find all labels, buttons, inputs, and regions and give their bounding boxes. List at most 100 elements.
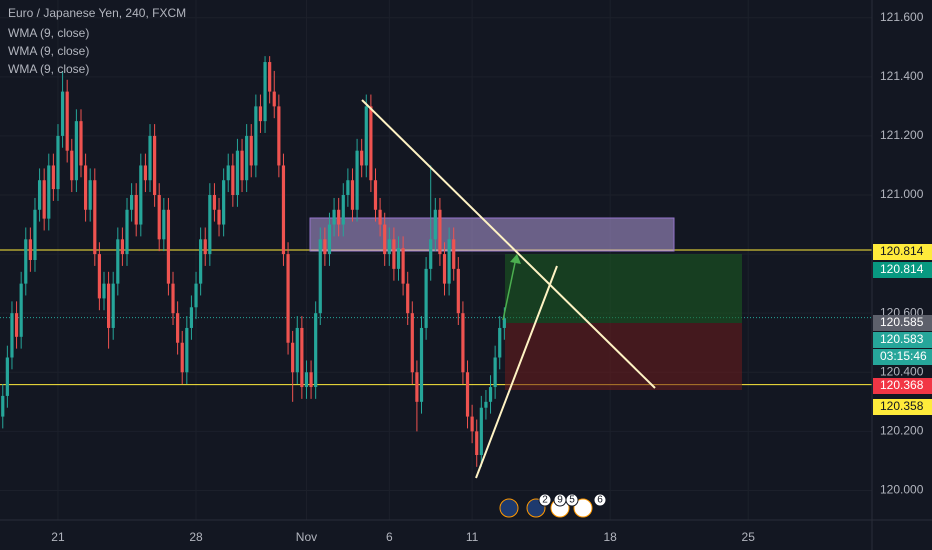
candle-body (222, 180, 226, 225)
candle-body (139, 165, 143, 225)
candle-body (5, 357, 9, 396)
candle-body (120, 239, 125, 255)
price-tag-label: 120.814 (880, 244, 924, 258)
event-count: 5 (569, 495, 575, 506)
zone-box (309, 217, 675, 252)
price-tag-label: 120.368 (880, 378, 924, 392)
y-tick-label: 120.400 (880, 364, 924, 378)
x-tick-label: 28 (189, 530, 203, 544)
candle-body (254, 106, 258, 166)
candle-body (461, 313, 465, 373)
candle-body (56, 135, 60, 190)
candle-body (378, 209, 382, 225)
price-tag-label: 120.585 (880, 315, 924, 329)
candle-body (438, 209, 442, 255)
candle-body (203, 239, 207, 255)
candle-body (162, 209, 166, 240)
price-tag-label: 120.358 (880, 399, 924, 413)
candle-body (37, 180, 42, 210)
candle-body (125, 209, 129, 255)
candle-body (65, 91, 69, 151)
candle-body (176, 313, 180, 343)
candle-body (134, 195, 138, 225)
candle-body (360, 150, 364, 166)
candle-body (277, 106, 281, 166)
price-tag (873, 332, 932, 348)
candle-body (392, 239, 396, 269)
candle-body (231, 165, 235, 195)
event-badge (565, 493, 579, 507)
countdown: 03:15:46 (880, 349, 927, 363)
candle-body (166, 209, 171, 284)
price-tag-label: 120.583 (880, 332, 924, 346)
candle-body (346, 180, 350, 195)
arrow-head (510, 254, 521, 264)
candle-body (212, 195, 217, 210)
candle-body (226, 165, 230, 181)
candle-body (452, 239, 456, 269)
candle-body (102, 283, 106, 299)
candle-body (442, 254, 447, 284)
candle-body (291, 342, 295, 373)
price-tag (873, 244, 932, 260)
x-tick-label: 18 (603, 530, 617, 544)
candle-body (14, 313, 19, 337)
candle-body (1, 395, 5, 417)
candle-body (70, 150, 74, 181)
price-tag-label: 120.814 (880, 262, 924, 276)
candle-body (258, 106, 263, 122)
y-tick-label: 120.000 (880, 483, 924, 497)
event-icon (573, 498, 593, 518)
x-tick-label: Nov (296, 530, 317, 544)
candle-body (502, 318, 506, 328)
candle-body (429, 239, 433, 269)
candle-body (281, 165, 286, 255)
candle-body (28, 239, 32, 260)
candle-body (475, 431, 479, 455)
x-tick-label: 11 (466, 530, 479, 544)
candle-body (406, 283, 410, 314)
candle-body (116, 239, 120, 284)
arrow (502, 257, 517, 321)
candle-body (42, 180, 46, 219)
candle-body (383, 224, 387, 255)
candle-body (148, 135, 152, 181)
events (499, 498, 593, 518)
event-badge (538, 493, 552, 507)
indicator-label: WMA (9, close) (8, 26, 89, 40)
candle-body (33, 209, 37, 260)
event-badge (593, 493, 607, 507)
y-tick-label: 120.200 (880, 424, 924, 438)
y-tick-label: 121.000 (880, 187, 924, 201)
candle-body (314, 313, 318, 388)
candle-body (97, 254, 101, 299)
candle-body (295, 327, 299, 373)
candle-body (309, 372, 313, 388)
price-tag (873, 262, 932, 278)
candle-body (465, 372, 470, 417)
indicator-label: WMA (9, close) (8, 62, 89, 76)
candles (1, 56, 506, 467)
candle-body (323, 239, 327, 255)
candle-body (364, 106, 368, 166)
candle-body (19, 283, 23, 337)
candle-body (235, 150, 240, 195)
event-count: 6 (597, 495, 603, 506)
target-zone (505, 254, 742, 323)
candle-body (387, 239, 391, 255)
event-icon (499, 498, 519, 518)
candle-body (60, 91, 65, 136)
candle-body (10, 313, 14, 358)
candle-body (493, 357, 497, 388)
candle-body (185, 327, 189, 373)
y-tick-label: 121.400 (880, 69, 924, 83)
x-tick-label: 21 (51, 530, 65, 544)
candle-body (456, 268, 460, 314)
candle-body (180, 342, 184, 373)
candle-body (111, 283, 115, 328)
candle-body (240, 150, 244, 181)
candle-body (498, 327, 502, 358)
event-count: 2 (542, 495, 548, 506)
candle-body (199, 239, 203, 284)
